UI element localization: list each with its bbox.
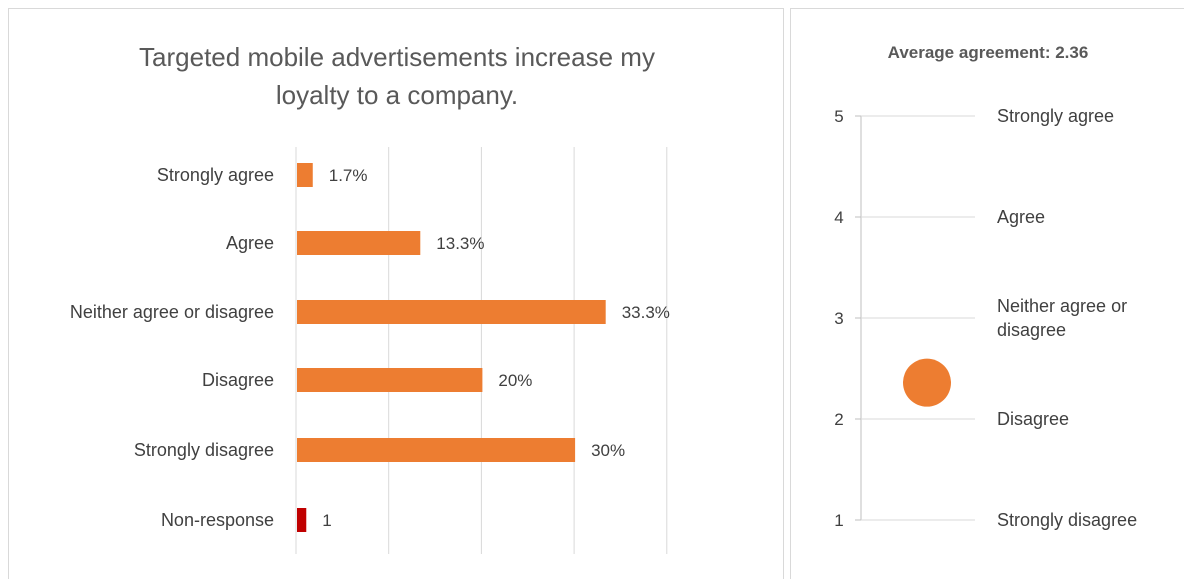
bar-chart: Strongly agree 1.7% Agree 13.3% Neither agre…: [70, 147, 670, 554]
y-tick-label: 5: [834, 107, 843, 126]
category-label: Strongly disagree: [134, 440, 274, 460]
y-tick-label: 1: [834, 511, 843, 530]
bar-chart-title: Targeted mobile advertisements increase …: [139, 42, 655, 110]
average-marker: [903, 358, 951, 407]
average-chart: 1 Strongly disagree 2 Disagree 3 Neither agre…: [834, 106, 1137, 530]
level-label-line: disagree: [997, 320, 1066, 340]
level-label: Agree: [997, 207, 1045, 227]
data-label: 33.3%: [622, 303, 670, 322]
bar: [297, 300, 606, 324]
category-label: Neither agree or disagree: [70, 302, 274, 322]
bar: [297, 368, 483, 392]
data-label: 20%: [498, 371, 532, 390]
average-chart-panel: Average agreement: 2.36 1 Strongly disagr…: [790, 8, 1184, 579]
category-label: Agree: [226, 233, 274, 253]
category-label: Strongly agree: [157, 165, 274, 185]
bar: [297, 231, 421, 255]
average-chart-title: Average agreement: 2.36: [887, 43, 1089, 62]
level-label-line: Neither agree or: [997, 296, 1127, 316]
y-tick-label: 4: [834, 208, 843, 227]
category-label: Non-response: [161, 510, 274, 530]
level-label: Neither agree or disagree: [997, 296, 1127, 340]
category-label: Disagree: [202, 370, 274, 390]
level-label: Strongly agree: [997, 106, 1114, 126]
level-label: Disagree: [997, 409, 1069, 429]
y-tick-label: 3: [834, 309, 843, 328]
data-label: 13.3%: [436, 234, 484, 253]
data-label: 1: [322, 511, 331, 530]
bar-chart-panel: Targeted mobile advertisements increase …: [8, 8, 784, 579]
bar: [297, 438, 576, 462]
bar: [297, 508, 307, 532]
data-label: 30%: [591, 441, 625, 460]
data-label: 1.7%: [329, 166, 368, 185]
y-tick-label: 2: [834, 410, 843, 429]
level-label: Strongly disagree: [997, 510, 1137, 530]
bar: [297, 163, 313, 187]
